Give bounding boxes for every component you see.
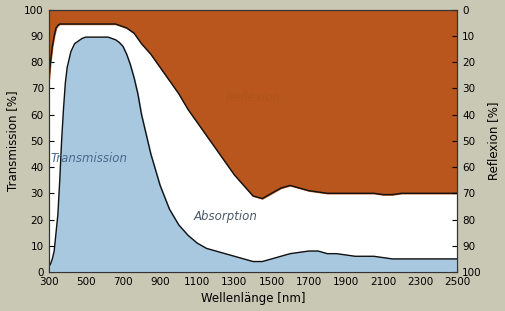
Text: Reflexion: Reflexion bbox=[225, 91, 280, 104]
Text: Absorption: Absorption bbox=[193, 210, 257, 223]
Y-axis label: Transmission [%]: Transmission [%] bbox=[6, 91, 19, 191]
X-axis label: Wellenlänge [nm]: Wellenlänge [nm] bbox=[200, 292, 305, 305]
Y-axis label: Reflexion [%]: Reflexion [%] bbox=[486, 102, 499, 180]
Text: Transmission: Transmission bbox=[51, 152, 128, 165]
